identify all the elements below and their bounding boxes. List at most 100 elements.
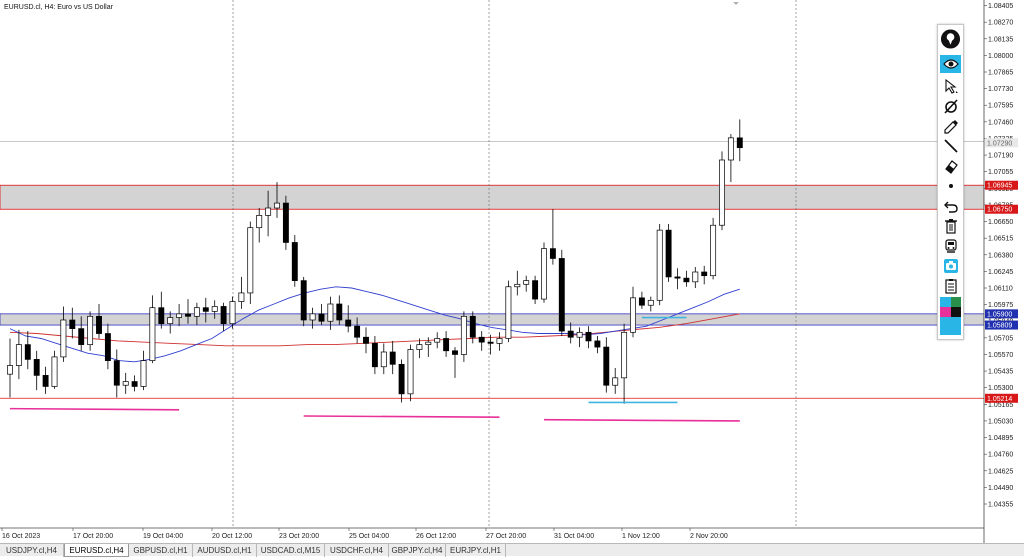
drawing-toolbar (937, 24, 964, 340)
eraser-icon[interactable] (940, 157, 961, 175)
color-swatch-palette[interactable] (940, 297, 961, 335)
candle-body (603, 346, 610, 386)
candle-body (327, 303, 334, 322)
color-swatch-blue[interactable] (940, 317, 961, 335)
chart-tab-eurusd-cl-h4[interactable]: EURUSD.cl,H4 (64, 544, 129, 557)
candle-body (425, 341, 432, 345)
price-tick-label: 1.05975 (988, 302, 1013, 309)
price-tick-label: 1.05165 (988, 402, 1013, 409)
candle-body (532, 280, 539, 300)
candle-body (621, 331, 628, 379)
chart-tab-usdchf-cl-h4[interactable]: USDCHF.cl,H4 (325, 544, 389, 557)
candle-body (380, 351, 387, 368)
cursor-arrow-icon[interactable] (940, 77, 961, 95)
price-axis-background (984, 0, 1024, 543)
price-tick-label: 1.06650 (988, 219, 1013, 226)
price-label-badge (985, 309, 1018, 319)
candle-body (407, 349, 414, 395)
pencil-icon[interactable] (940, 117, 961, 135)
candle-body (398, 363, 405, 395)
price-tick-label: 1.08405 (988, 3, 1013, 10)
price-tick-label: 1.04490 (988, 485, 1013, 492)
annotation-trendline (303, 415, 500, 419)
train-icon[interactable] (940, 237, 961, 255)
candle-body (630, 297, 636, 333)
chart-title: EURUSD.cl, H4: Euro vs US Dollar (4, 4, 114, 11)
candle-body (167, 317, 174, 325)
price-tick-label: 1.04760 (988, 452, 1013, 459)
candle-body (496, 338, 503, 344)
candle-body (309, 313, 316, 321)
candle-body (674, 276, 681, 279)
candle-body (354, 325, 361, 338)
time-tick-label: 1 Nov 12:00 (622, 533, 660, 540)
candle-body (51, 356, 58, 387)
time-tick-label: 19 Oct 04:00 (143, 533, 183, 540)
trash-icon[interactable] (940, 217, 961, 235)
price-tick-label: 1.07460 (988, 119, 1013, 126)
candle-body (665, 229, 672, 278)
dot-icon[interactable] (940, 177, 961, 195)
location-pin-icon[interactable] (940, 27, 961, 51)
time-tick-label: 16 Oct 2023 (2, 533, 40, 540)
candle-body (158, 307, 165, 325)
price-label-text: 1.06945 (987, 183, 1012, 190)
candle-body (42, 375, 49, 387)
candle-body (469, 315, 476, 338)
candle-body (87, 315, 94, 345)
moving-average-blue (9, 286, 740, 363)
chart-tab-usdcad-cl-m15[interactable]: USDCAD.cl,M15 (257, 544, 325, 557)
time-tick-label: 2 Nov 20:00 (690, 533, 728, 540)
candle-body (443, 338, 450, 352)
chart-tab-gbpusd-cl-h1[interactable]: GBPUSD.cl,H1 (129, 544, 193, 557)
candle-body (416, 344, 423, 350)
chart-tab-gbpjpy-cl-h4[interactable]: GBPJPY.cl,H4 (389, 544, 446, 557)
price-tick-label: 1.06380 (988, 252, 1013, 259)
candle-body (229, 301, 236, 325)
crossed-circle-icon[interactable] (940, 97, 961, 115)
candle-body (282, 202, 289, 243)
chart-tab-eurjpy-cl-h1[interactable]: EURJPY.cl,H1 (446, 544, 506, 557)
eye-icon[interactable] (940, 55, 961, 73)
price-tick-label: 1.08270 (988, 20, 1013, 27)
candle-body (104, 333, 111, 361)
price-label-badge (985, 320, 1018, 330)
camera-icon[interactable] (940, 257, 961, 275)
color-swatch-blue-top[interactable] (940, 297, 951, 307)
candle-body (211, 306, 218, 312)
price-label-text: 1.05214 (987, 396, 1012, 403)
candle-body (576, 331, 583, 338)
candle-body (220, 306, 227, 325)
price-tick-label: 1.07190 (988, 153, 1013, 160)
candle-body (514, 283, 521, 288)
price-tick-label: 1.05705 (988, 335, 1013, 342)
chart-tab-audusd-cl-h1[interactable]: AUDUSD.cl,H1 (193, 544, 257, 557)
annotation-trendline (543, 418, 740, 422)
supply-demand-zone (0, 313, 985, 326)
chart-tab-usdjpy-cl-h4[interactable]: USDJPY.cl,H4 (0, 544, 64, 557)
color-swatch-black[interactable] (951, 307, 961, 317)
clipboard-icon[interactable] (940, 277, 961, 295)
candle-body (505, 286, 512, 339)
candle-body (371, 343, 378, 368)
candle-body (647, 299, 654, 306)
candle-body (7, 365, 13, 375)
candle-body (523, 280, 530, 285)
line-tool-icon[interactable] (940, 137, 961, 155)
candle-body (336, 303, 343, 321)
price-tick-label: 1.04895 (988, 435, 1013, 442)
candle-body (656, 229, 663, 301)
color-swatch-green[interactable] (951, 297, 961, 307)
candle-body (78, 328, 85, 345)
color-swatch-magenta[interactable] (940, 307, 951, 317)
candle-body (487, 341, 494, 344)
undo-icon[interactable] (940, 197, 961, 215)
price-tick-label: 1.07730 (988, 86, 1013, 93)
chart-tab-bar: USDJPY.cl,H4 EURUSD.cl,H4 GBPUSD.cl,H1 AUDU… (0, 543, 1024, 557)
candle-body (318, 313, 325, 322)
candle-body (389, 351, 396, 365)
price-tick-label: 1.08135 (988, 36, 1013, 43)
scroll-marker (733, 2, 739, 5)
price-tick-label: 1.07865 (988, 70, 1013, 77)
